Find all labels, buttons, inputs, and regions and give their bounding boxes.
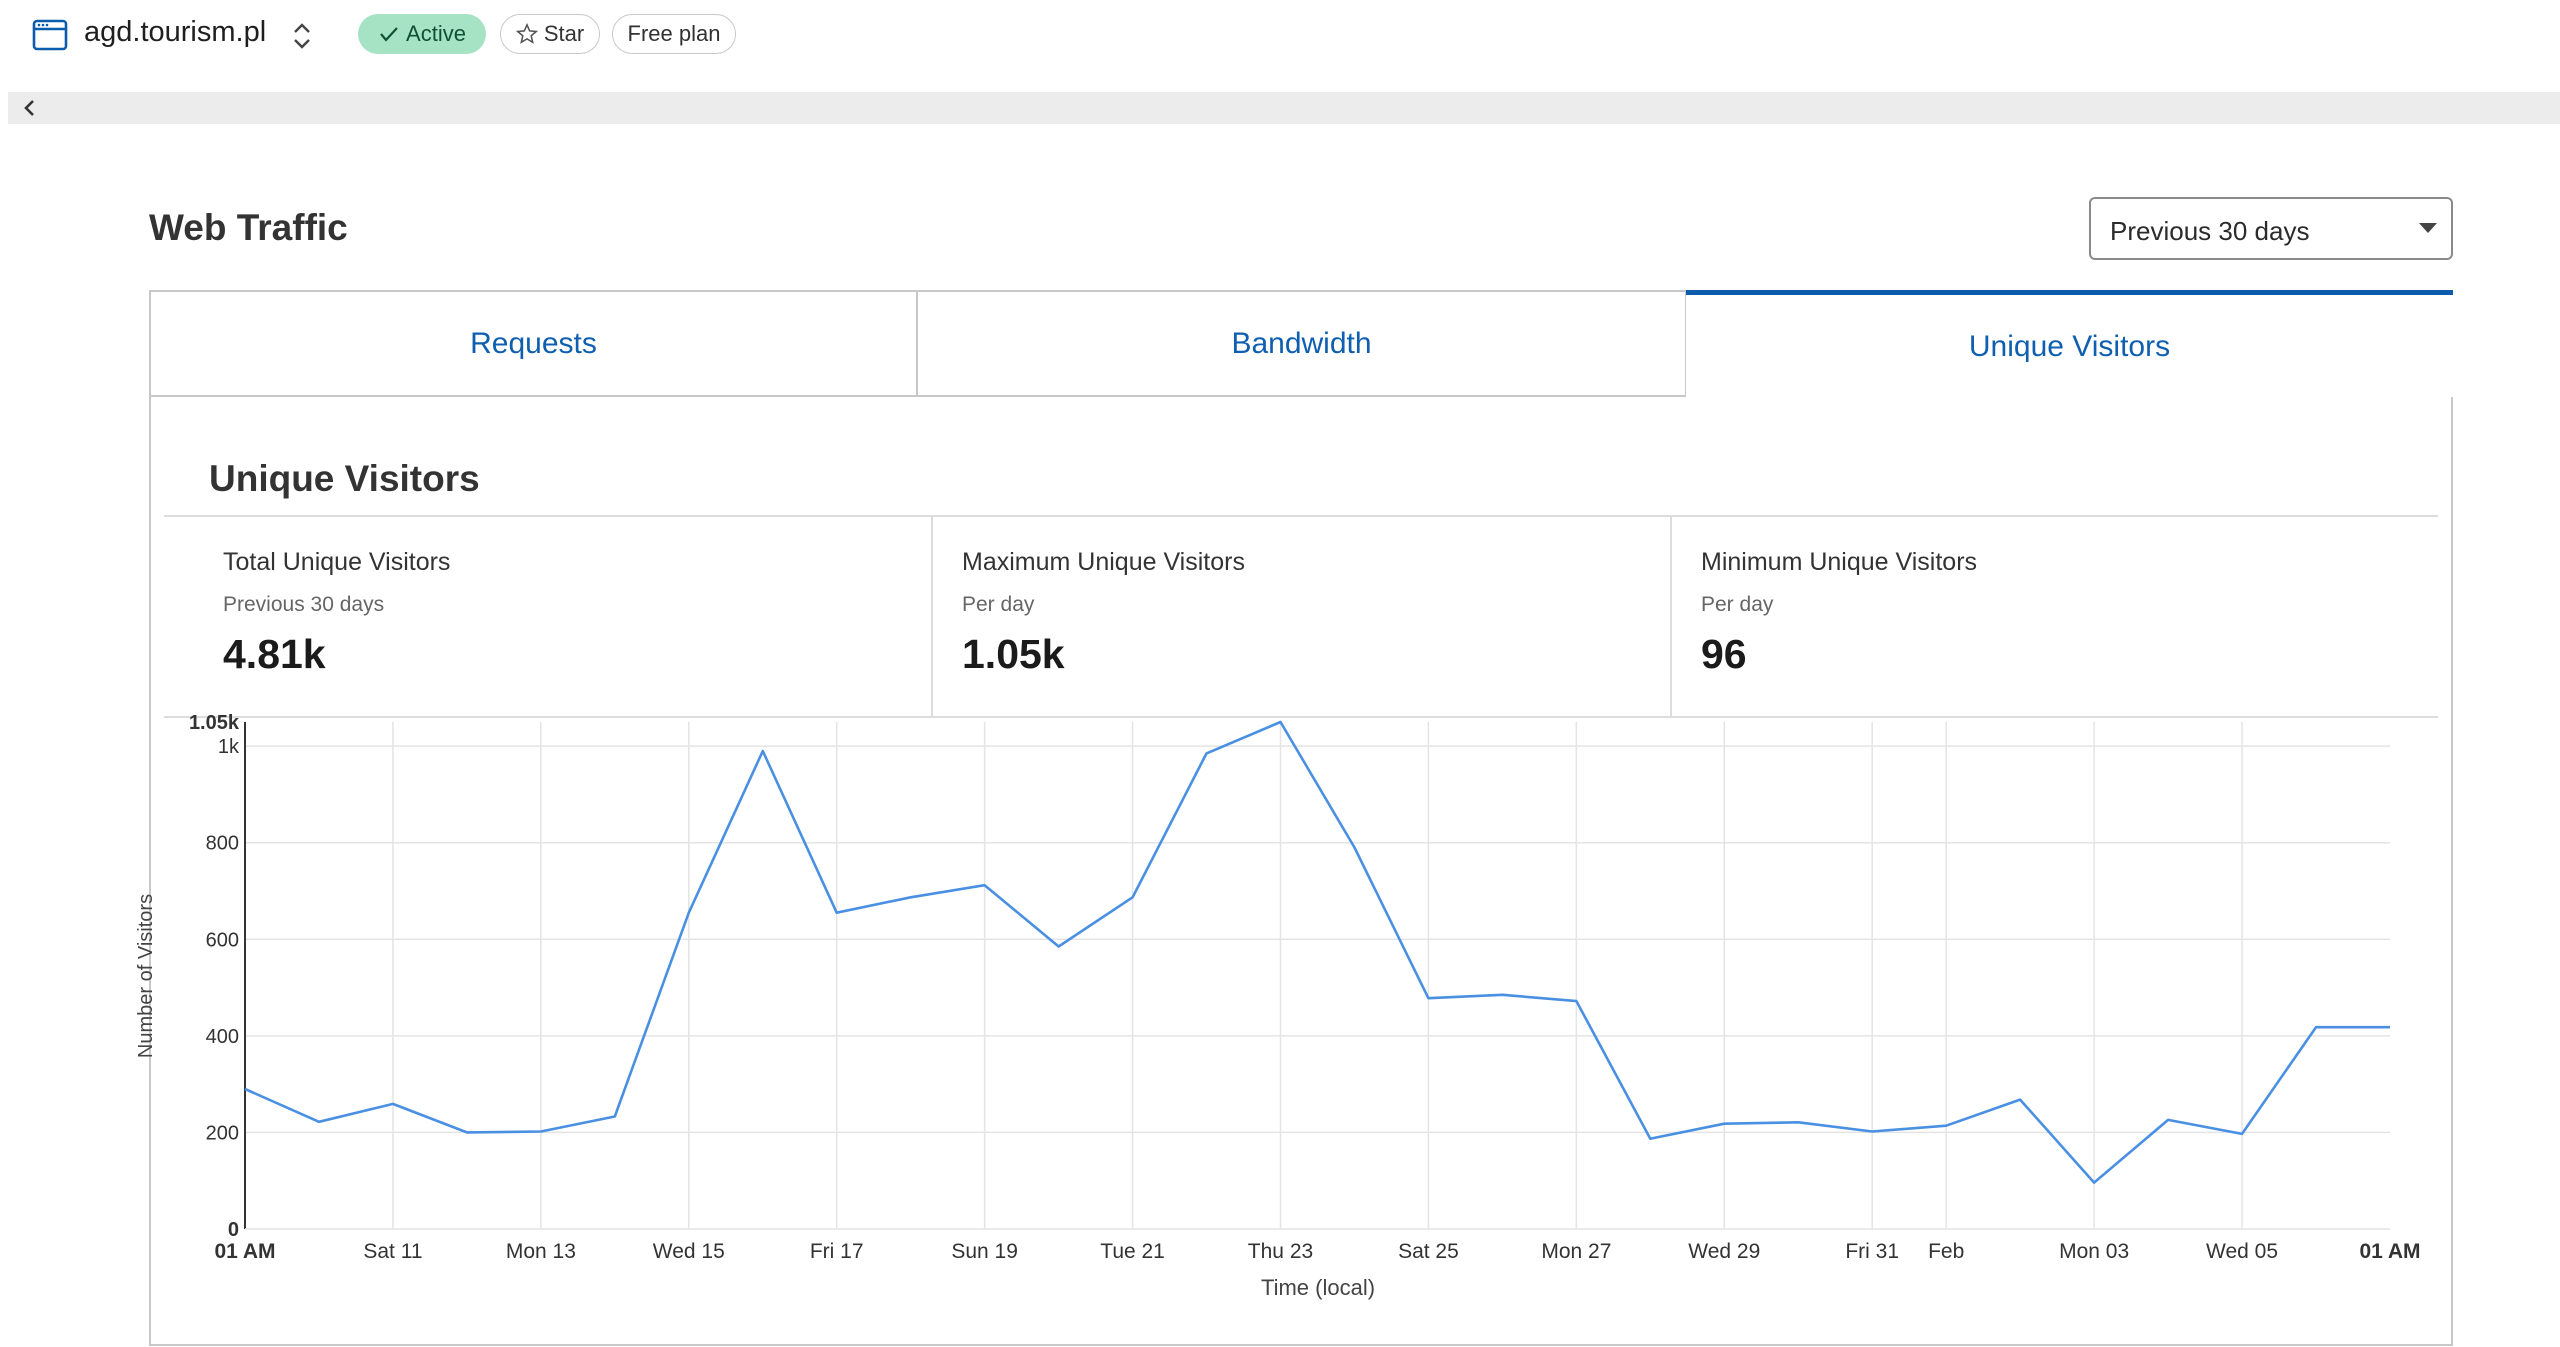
date-range-value: Previous 30 days — [2110, 216, 2310, 246]
stat-minimum-unique-visitors: Minimum Unique Visitors Per day 96 — [1701, 548, 2401, 678]
stat-value: 1.05k — [962, 631, 1065, 677]
plan-badge[interactable]: Free plan — [612, 14, 736, 54]
stat-label: Maximum Unique Visitors — [962, 548, 1245, 576]
checkmark-icon — [380, 27, 398, 42]
tab-requests[interactable]: Requests — [149, 290, 918, 397]
site-name: agd.tourism.pl — [84, 16, 267, 48]
page-title: Web Traffic — [149, 207, 348, 248]
status-badge: Active — [358, 14, 486, 54]
stat-sublabel: Per day — [962, 593, 1035, 616]
stat-label: Total Unique Visitors — [223, 548, 451, 576]
divider — [164, 515, 2438, 517]
star-button[interactable]: Star — [500, 14, 600, 54]
plan-badge-label: Free plan — [627, 21, 721, 46]
stat-sublabel: Per day — [1701, 593, 1774, 616]
section-title: Unique Visitors — [209, 458, 480, 499]
chevron-left-icon[interactable] — [18, 96, 42, 120]
tab-unique-visitors[interactable]: Unique Visitors — [1686, 290, 2453, 397]
stat-label: Minimum Unique Visitors — [1701, 548, 1978, 576]
divider — [931, 516, 933, 717]
stat-maximum-unique-visitors: Maximum Unique Visitors Per day 1.05k — [962, 548, 1662, 678]
tab-requests-label: Requests — [470, 326, 597, 360]
star-button-label: Star — [543, 21, 585, 46]
date-range-select[interactable]: Previous 30 days — [2089, 197, 2453, 260]
stat-total-unique-visitors: Total Unique Visitors Previous 30 days 4… — [223, 548, 923, 678]
divider — [1670, 516, 1672, 717]
tab-unique-visitors-label: Unique Visitors — [1968, 330, 2171, 363]
divider — [164, 716, 2438, 718]
stat-sublabel: Previous 30 days — [223, 593, 385, 616]
traffic-panel — [149, 290, 2453, 1346]
browser-window-icon — [32, 19, 68, 51]
star-icon — [515, 23, 538, 44]
tab-bandwidth[interactable]: Bandwidth — [916, 290, 1687, 397]
stat-value: 4.81k — [223, 631, 326, 677]
caret-down-icon — [2419, 223, 2437, 233]
sidebar-collapse-bar — [8, 92, 2560, 124]
stat-value: 96 — [1701, 631, 1747, 677]
tab-bandwidth-label: Bandwidth — [1231, 326, 1372, 360]
chevron-up-down-icon[interactable] — [290, 18, 314, 54]
status-badge-label: Active — [406, 21, 466, 46]
site-header: agd.tourism.pl Active Star Free plan — [0, 0, 2560, 72]
